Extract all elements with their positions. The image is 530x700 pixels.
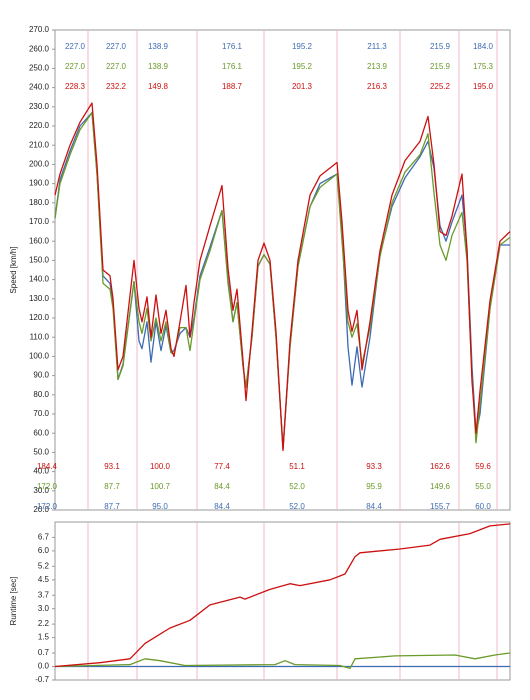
speed-annotation: 195.2 (292, 42, 313, 51)
plot-frame (54, 29, 511, 511)
speed-annotation: 232.2 (106, 82, 127, 91)
y-tick-label: 220.0 (29, 121, 50, 130)
y-tick-label: 210.0 (29, 140, 50, 149)
speed-annotation: 184.4 (37, 462, 58, 471)
speed-annotation: 227.0 (106, 42, 127, 51)
y-tick-label: 40.0 (33, 467, 49, 476)
speed-annotation: 138.9 (148, 62, 169, 71)
y-tick-label: 160.0 (29, 236, 50, 245)
series-line (54, 652, 511, 670)
y-tick-label: 270.0 (29, 25, 50, 34)
speed-annotation: 215.9 (430, 62, 451, 71)
speed-annotation: 95.0 (152, 502, 168, 511)
speed-annotation: 201.3 (292, 82, 313, 91)
y-tick-label: 200.0 (29, 160, 50, 169)
y-tick-label: 0.0 (38, 662, 50, 671)
speed-annotation: 184.0 (473, 42, 494, 51)
y-tick-label: 6.0 (38, 546, 50, 555)
speed-annotation: 93.3 (366, 462, 382, 471)
y-tick-label: 100.0 (29, 352, 50, 361)
speed-annotation: 195.2 (292, 62, 313, 71)
speed-annotation: 215.9 (430, 42, 451, 51)
y-tick-label: 20.0 (33, 505, 49, 514)
speed-annotation: 172.0 (37, 482, 58, 491)
speed-annotation: 227.0 (65, 42, 86, 51)
y-axis-label: Speed [km/h] (9, 246, 18, 293)
series-line (54, 111, 511, 450)
y-tick-label: 230.0 (29, 102, 50, 111)
y-tick-label: 150.0 (29, 256, 50, 265)
y-tick-label: 6.7 (38, 533, 50, 542)
y-tick-label: 260.0 (29, 44, 50, 53)
series-line (54, 102, 511, 452)
speed-annotation: 149.8 (148, 82, 169, 91)
speed-annotation: 175.3 (473, 62, 494, 71)
speed-annotation: 77.4 (214, 462, 230, 471)
speed-annotation: 84.4 (214, 502, 230, 511)
speed-annotation: 227.0 (106, 62, 127, 71)
series-line (54, 523, 511, 668)
y-tick-label: 30.0 (33, 486, 49, 495)
speed-annotation: 87.7 (104, 502, 120, 511)
speed-annotation: 228.3 (65, 82, 86, 91)
speed-annotation: 195.0 (473, 82, 494, 91)
speed-annotation: 87.7 (104, 482, 120, 491)
y-tick-label: 0.7 (38, 648, 50, 657)
y-tick-label: 190.0 (29, 179, 50, 188)
speed-annotation: 51.1 (289, 462, 305, 471)
speed-annotation: 188.7 (222, 82, 243, 91)
speed-annotation: 100.7 (150, 482, 171, 491)
speed-annotation: 211.3 (367, 42, 387, 51)
speed-annotation: 52.0 (289, 482, 305, 491)
y-tick-label: 110.0 (30, 332, 50, 341)
y-tick-label: 180.0 (29, 198, 50, 207)
y-tick-label: 3.0 (38, 604, 50, 613)
y-tick-label: 1.5 (38, 633, 50, 642)
y-tick-label: 2.2 (38, 619, 50, 628)
y-tick-label: 80.0 (33, 390, 49, 399)
y-tick-label: 130.0 (29, 294, 50, 303)
y-tick-label: 5.2 (38, 561, 50, 570)
y-tick-label: 50.0 (33, 448, 49, 457)
speed-annotation: 176.1 (222, 62, 243, 71)
y-tick-label: 3.7 (38, 590, 50, 599)
speed-annotation: 216.3 (367, 82, 388, 91)
speed-annotation: 227.0 (65, 62, 86, 71)
y-tick-label: 170.0 (29, 217, 50, 226)
speed-annotation: 225.2 (430, 82, 451, 91)
y-tick-label: 250.0 (29, 64, 50, 73)
y-tick-label: 90.0 (33, 371, 49, 380)
y-tick-label: 60.0 (33, 428, 49, 437)
y-tick-label: 120.0 (29, 313, 50, 322)
y-axis-label: Runtime [sec] (9, 577, 18, 626)
speed-annotation: 84.4 (214, 482, 230, 491)
speed-annotation: 95.9 (366, 482, 382, 491)
y-tick-label: 140.0 (29, 275, 50, 284)
speed-annotation: 93.1 (104, 462, 120, 471)
speed-annotation: 149.6 (430, 482, 451, 491)
speed-annotation: 52.0 (289, 502, 305, 511)
speed-annotation: 176.1 (222, 42, 243, 51)
y-tick-label: 4.5 (38, 575, 50, 584)
speed-annotation: 59.6 (475, 462, 491, 471)
speed-annotation: 172.0 (37, 502, 58, 511)
speed-annotation: 84.4 (366, 502, 382, 511)
speed-annotation: 138.9 (148, 42, 169, 51)
y-tick-label: -0.7 (35, 675, 49, 684)
speed-annotation: 155.7 (430, 502, 451, 511)
y-tick-label: 70.0 (33, 409, 49, 418)
series-line (54, 111, 510, 450)
speed-annotation: 60.0 (475, 502, 491, 511)
speed-annotation: 162.6 (430, 462, 451, 471)
y-tick-label: 240.0 (29, 83, 50, 92)
speed-annotation: 213.9 (367, 62, 388, 71)
speed-annotation: 100.0 (150, 462, 171, 471)
plot-frame (54, 521, 511, 681)
speed-annotation: 55.0 (475, 482, 491, 491)
